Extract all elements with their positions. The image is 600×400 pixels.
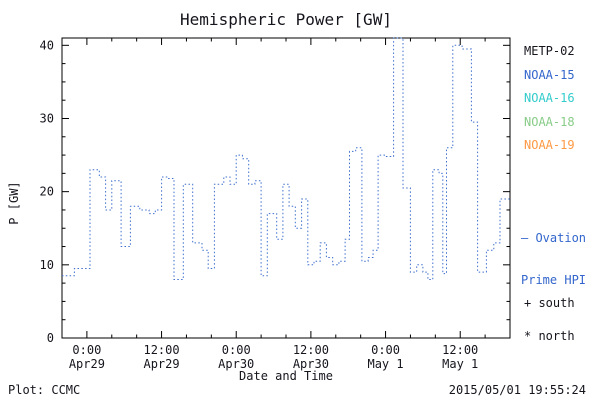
line-legend-line2: Prime HPI	[521, 273, 587, 287]
legend-satellite-noaa-15: NOAA-15	[524, 67, 575, 82]
marker-legend: + south * north	[524, 296, 575, 362]
legend-satellite-noaa-18: NOAA-18	[524, 114, 575, 129]
x-tick-time-label: 12:00	[293, 343, 329, 357]
x-tick-date-label: Apr29	[143, 357, 179, 371]
x-tick-date-label: Apr30	[218, 357, 254, 371]
y-tick-label: 30	[40, 111, 54, 125]
x-tick-time-label: 12:00	[143, 343, 179, 357]
y-tick-label: 40	[40, 38, 54, 52]
hemispheric-power-series-line	[62, 37, 510, 280]
x-tick-date-label: May 1	[442, 357, 478, 371]
y-axis-ticks: 0 10 20 30 40	[40, 38, 510, 345]
footer-timestamp: 2015/05/01 19:55:24	[448, 383, 586, 397]
legend-satellite-noaa-19: NOAA-19	[524, 138, 575, 152]
chart-title: Hemispheric Power [GW]	[180, 10, 392, 29]
y-tick-label: 10	[40, 258, 54, 272]
x-tick-date-label: May 1	[367, 357, 403, 371]
x-tick-time-label: 0:00	[222, 343, 251, 357]
legend-marker-south: + south	[524, 296, 575, 310]
x-tick-time-label: 12:00	[442, 343, 478, 357]
legend-satellite-noaa-16: NOAA-16	[524, 91, 575, 105]
y-tick-label: 0	[47, 331, 54, 345]
y-axis-label: P [GW]	[7, 181, 21, 225]
x-tick-time-label: 0:00	[371, 343, 400, 357]
satellite-legend: METP-02 NOAA-15 NOAA-16 NOAA-18 NOAA-19	[524, 40, 575, 158]
y-tick-label: 20	[40, 185, 54, 199]
line-legend: — Ovation Prime HPI	[521, 203, 586, 315]
x-tick-date-label: Apr29	[69, 357, 105, 371]
x-tick-date-label: Apr30	[293, 357, 329, 371]
legend-satellite-metp-02: METP-02	[524, 44, 575, 58]
x-axis-label: Date and Time	[239, 369, 333, 383]
legend-marker-north: * north	[524, 329, 575, 343]
x-axis-ticks: 0:00Apr2912:00Apr290:00Apr3012:00Apr300:…	[61, 38, 511, 371]
line-legend-line1: — Ovation	[521, 231, 587, 245]
x-tick-time-label: 0:00	[72, 343, 101, 357]
footer-plot-source: Plot: CCMC	[8, 383, 81, 397]
